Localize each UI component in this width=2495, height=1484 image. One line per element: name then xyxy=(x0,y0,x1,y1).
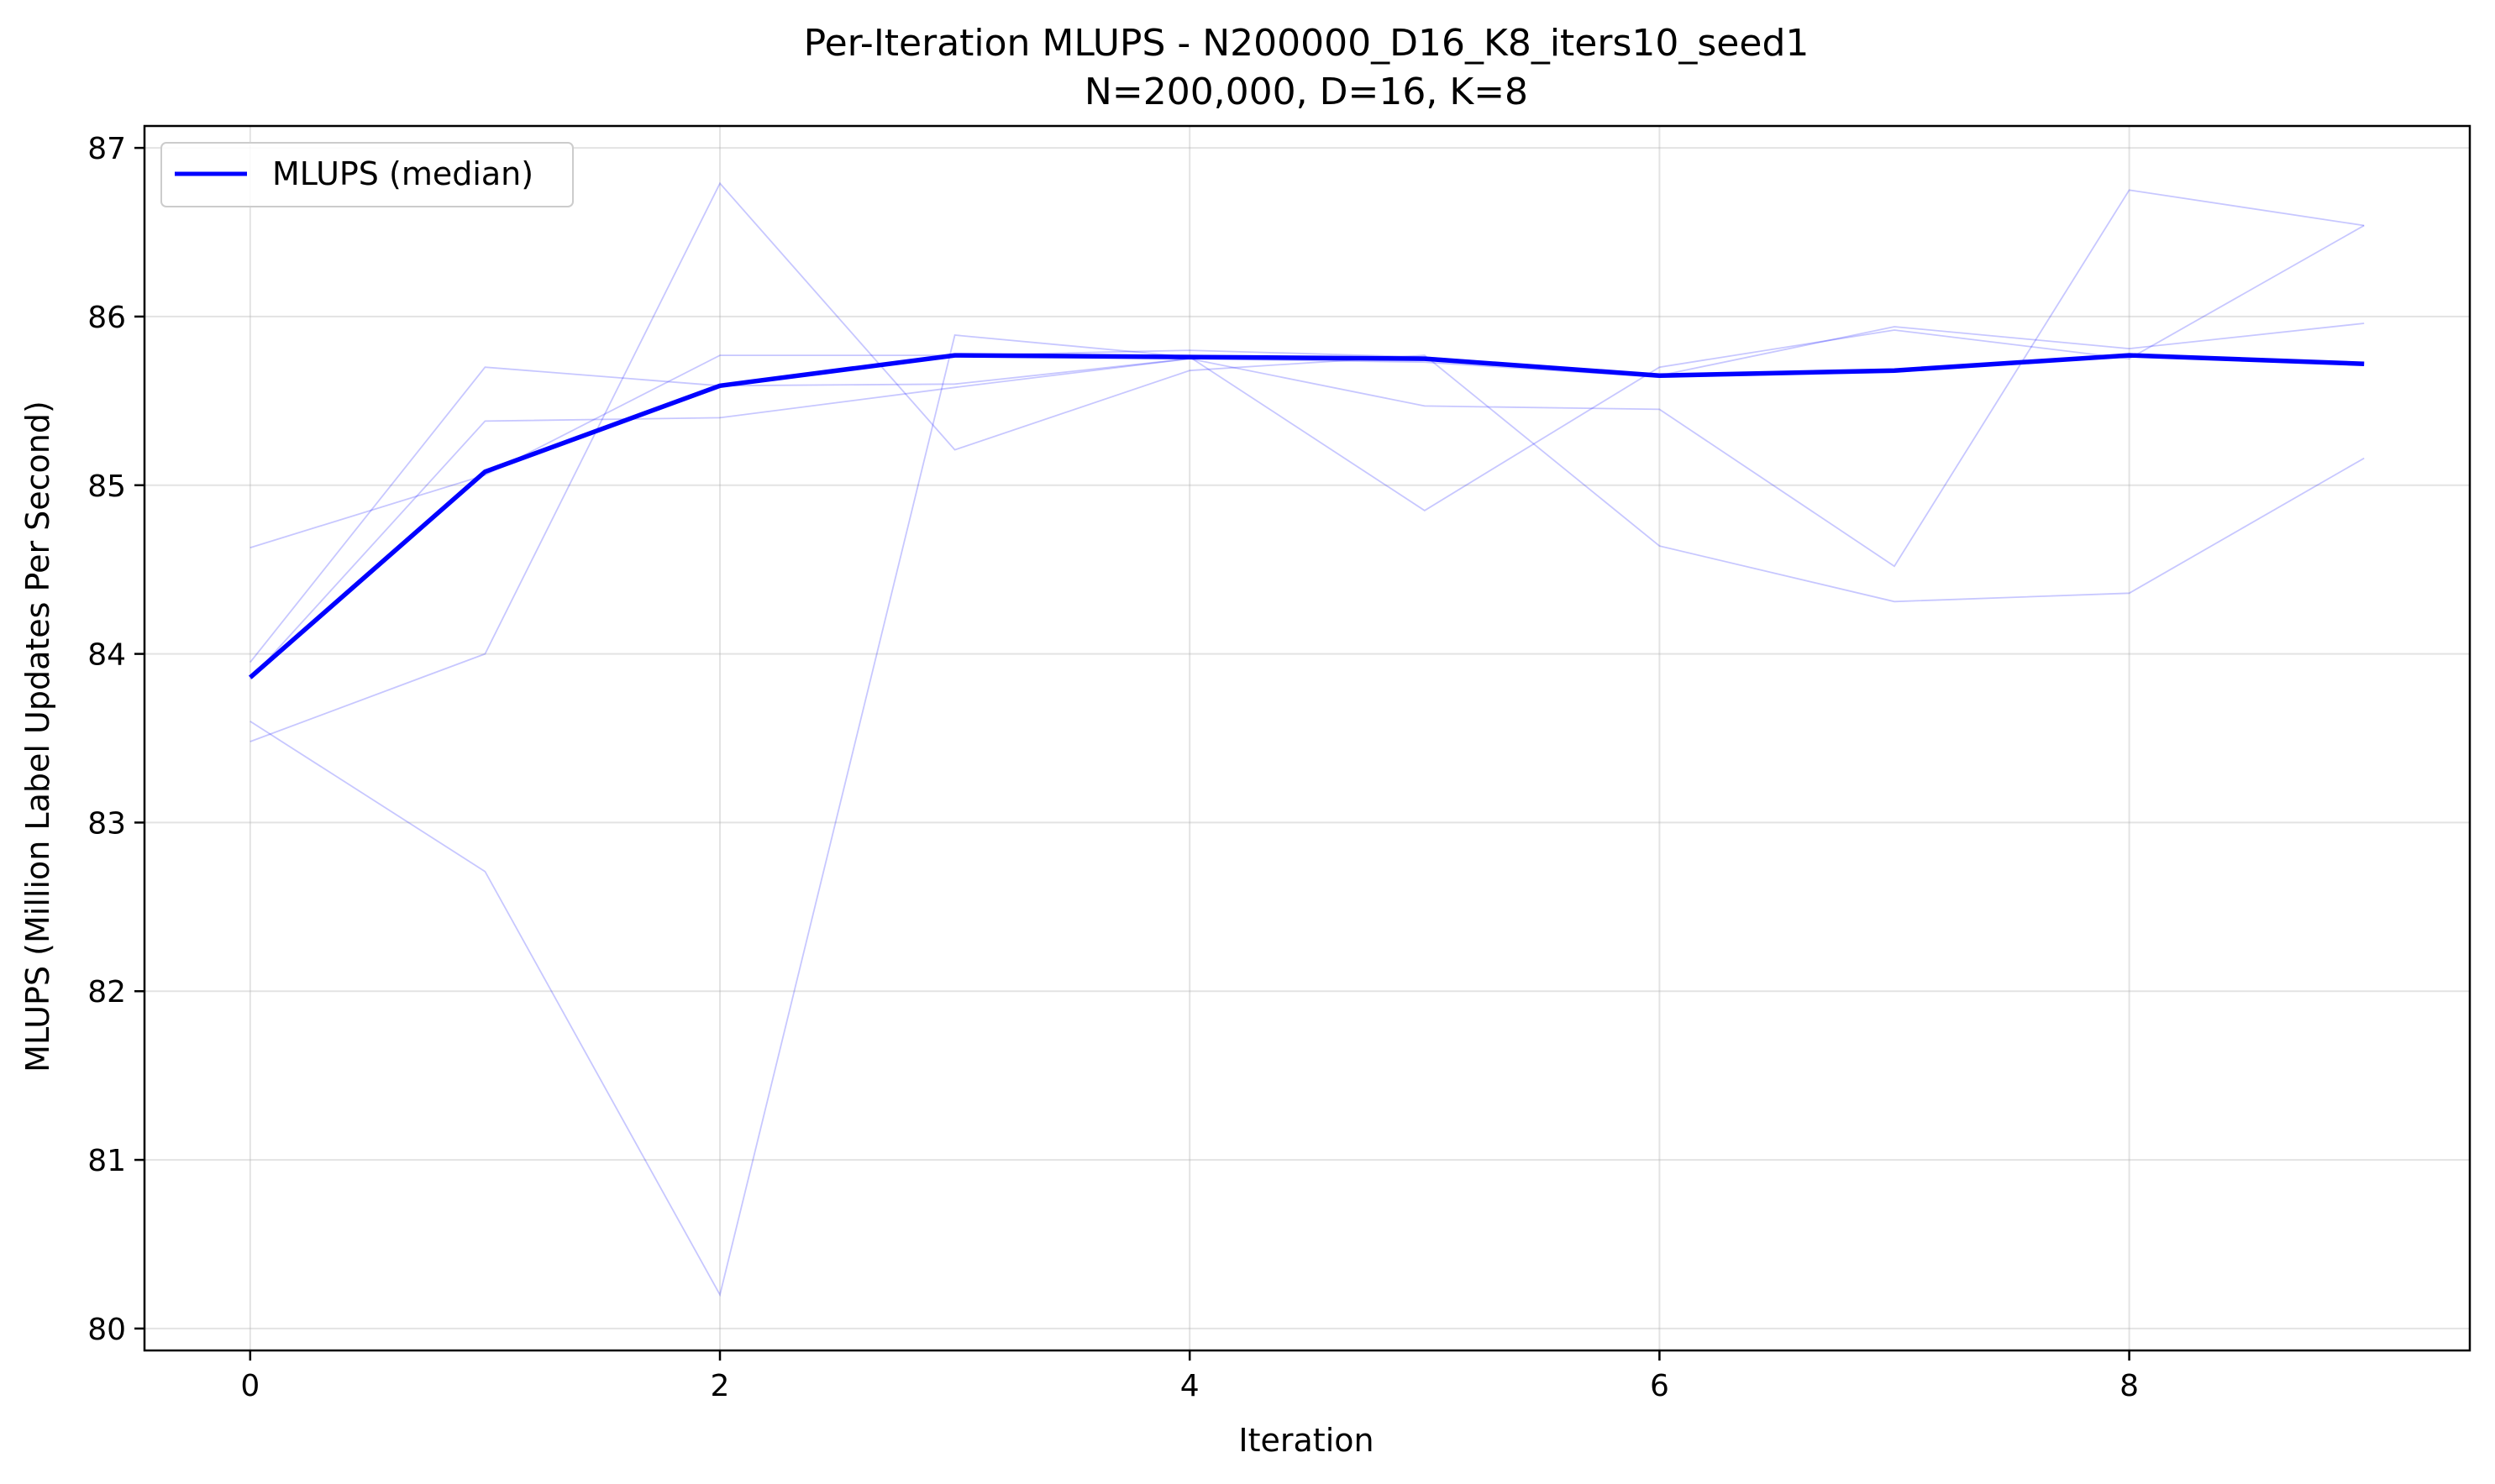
x-tick-label: 8 xyxy=(2119,1369,2139,1403)
chart-title: Per-Iteration MLUPS - N200000_D16_K8_ite… xyxy=(804,22,1810,65)
x-axis-ticks: 0 2 4 6 8 xyxy=(240,1350,2139,1403)
y-axis-label: MLUPS (Million Label Updates Per Second) xyxy=(19,401,56,1072)
run-line-4 xyxy=(250,189,2365,663)
plot-frame xyxy=(143,124,2471,1352)
x-tick-label: 2 xyxy=(711,1369,730,1403)
chart-subtitle: N=200,000, D=16, K=8 xyxy=(1085,71,1528,113)
y-tick-label: 83 xyxy=(87,806,126,841)
run-line-3 xyxy=(250,224,2365,1298)
y-axis-ticks: 80 81 82 83 84 85 86 87 xyxy=(87,132,144,1347)
median-line xyxy=(248,353,2365,679)
y-tick-label: 82 xyxy=(87,975,126,1009)
legend: MLUPS (median) xyxy=(160,142,574,207)
x-tick-label: 0 xyxy=(240,1369,260,1403)
y-tick-label: 80 xyxy=(87,1313,126,1347)
y-tick-label: 87 xyxy=(87,132,126,166)
x-tick-label: 6 xyxy=(1650,1369,1669,1403)
x-axis-label: Iteration xyxy=(1238,1422,1374,1459)
grid-lines xyxy=(144,126,2470,1350)
x-tick-label: 4 xyxy=(1180,1369,1200,1403)
legend-box xyxy=(160,142,574,207)
y-tick-label: 85 xyxy=(87,469,126,504)
run-line-2 xyxy=(250,322,2365,548)
y-tick-label: 81 xyxy=(87,1144,126,1178)
run-lines xyxy=(250,181,2365,1298)
y-tick-label: 84 xyxy=(87,638,126,673)
median-line-group xyxy=(248,353,2365,679)
y-tick-label: 86 xyxy=(87,301,126,335)
run-line-1 xyxy=(250,181,2365,742)
legend-median-label: MLUPS (median) xyxy=(272,155,533,192)
